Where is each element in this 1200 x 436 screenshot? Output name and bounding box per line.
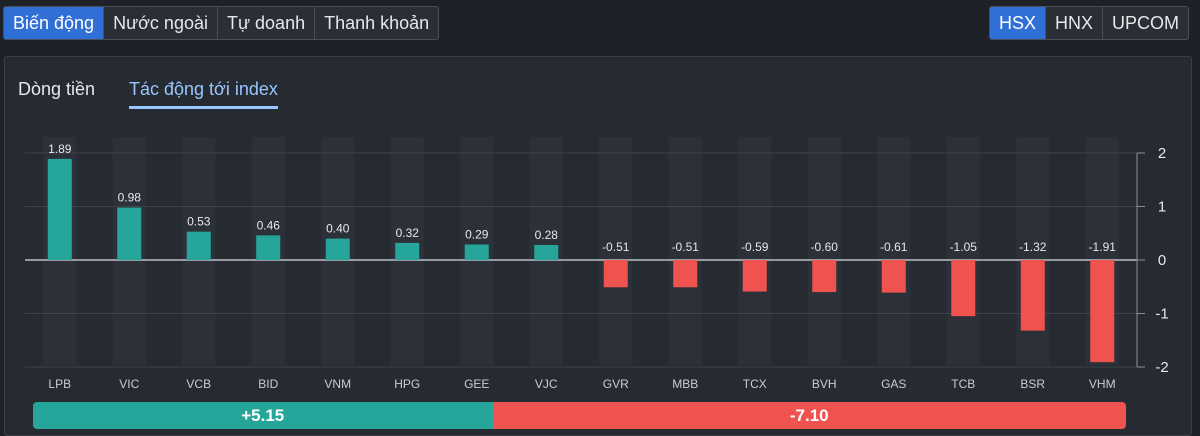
bar-value-label: -0.59 bbox=[741, 240, 769, 254]
bar-value-label: -0.60 bbox=[811, 240, 839, 254]
category-label: HPG bbox=[394, 377, 420, 391]
category-label: VCB bbox=[186, 377, 211, 391]
y-tick-label: 2 bbox=[1158, 145, 1166, 162]
bar-value-label: 0.40 bbox=[326, 222, 350, 236]
bar-tcx bbox=[742, 260, 767, 292]
category-label: BID bbox=[258, 377, 278, 391]
bar-value-label: 1.89 bbox=[48, 142, 72, 156]
bar-value-label: 0.46 bbox=[257, 218, 281, 232]
bar-vic bbox=[117, 207, 142, 260]
main-tab-bar: Biến động Nước ngoài Tự doanh Thanh khoả… bbox=[3, 6, 440, 40]
bar-gee bbox=[464, 244, 489, 260]
bar-value-label: 0.32 bbox=[396, 226, 420, 240]
negative-total-segment: -7.10 bbox=[492, 402, 1126, 429]
category-label: GEE bbox=[464, 377, 489, 391]
bar-value-label: -0.51 bbox=[672, 240, 700, 254]
y-tick-label: -1 bbox=[1155, 306, 1168, 323]
bar-bsr bbox=[1020, 260, 1045, 331]
category-label: TCX bbox=[743, 377, 767, 391]
subtab-dong-tien[interactable]: Dòng tiền bbox=[18, 79, 96, 99]
bar-mbb bbox=[673, 260, 698, 288]
tab-nuoc-ngoai[interactable]: Nước ngoài bbox=[104, 7, 218, 39]
tab-hnx[interactable]: HNX bbox=[1046, 7, 1103, 39]
bar-value-label: -0.61 bbox=[880, 240, 908, 254]
column-background bbox=[668, 137, 702, 365]
bar-value-label: 0.29 bbox=[465, 227, 489, 241]
category-label: BVH bbox=[812, 377, 837, 391]
category-label: VHM bbox=[1089, 377, 1116, 391]
y-tick-label: 0 bbox=[1158, 252, 1166, 269]
tab-hsx[interactable]: HSX bbox=[989, 7, 1046, 39]
bar-value-label: -1.05 bbox=[950, 240, 978, 254]
bar-vcb bbox=[186, 231, 211, 260]
bar-value-label: 0.28 bbox=[535, 228, 559, 242]
index-impact-chart: 2 1 0 -1 -2 1.89 LPB 0.98 VIC 0.53 VCB 0.46 BID 0.40 V… bbox=[25, 137, 1169, 391]
column-background bbox=[738, 137, 772, 365]
bar-vhm bbox=[1090, 260, 1115, 363]
bar-gvr bbox=[603, 260, 628, 288]
bar-bid bbox=[256, 235, 281, 260]
positive-total-label: +5.15 bbox=[241, 405, 285, 425]
column-background bbox=[599, 137, 633, 365]
bar-value-label: 0.98 bbox=[118, 191, 142, 205]
y-tick-label: -2 bbox=[1155, 359, 1168, 376]
category-label: MBB bbox=[672, 377, 698, 391]
tab-upcom[interactable]: UPCOM bbox=[1112, 13, 1179, 33]
negative-total-label: -7.10 bbox=[789, 405, 829, 425]
bar-bvh bbox=[812, 260, 837, 293]
bar-value-label: 0.53 bbox=[187, 215, 211, 229]
tab-bien-dong[interactable]: Biến động bbox=[4, 7, 105, 39]
category-label: BSR bbox=[1020, 377, 1045, 391]
category-label: TCB bbox=[951, 377, 975, 391]
bar-value-label: -1.32 bbox=[1019, 240, 1047, 254]
category-label: GVR bbox=[603, 377, 629, 391]
subtab-tac-dong-index[interactable]: Tác động tới index bbox=[129, 79, 278, 109]
column-background bbox=[946, 137, 980, 365]
bar-value-label: -0.51 bbox=[602, 240, 630, 254]
column-background bbox=[807, 137, 841, 365]
bar-vnm bbox=[325, 238, 350, 260]
category-label: VJC bbox=[535, 377, 558, 391]
summary-bar: +5.15 -7.10 bbox=[33, 402, 1126, 429]
bar-tcb bbox=[951, 260, 976, 317]
y-tick-label: 1 bbox=[1158, 199, 1166, 216]
positive-total-segment: +5.15 bbox=[33, 402, 493, 429]
tab-tu-doanh[interactable]: Tự doanh bbox=[218, 7, 316, 39]
column-background bbox=[877, 137, 911, 365]
bar-lpb bbox=[47, 158, 72, 260]
exchange-tab-bar: HSX HNX UPCOM bbox=[988, 6, 1189, 40]
category-label: LPB bbox=[48, 377, 71, 391]
bar-value-label: -1.91 bbox=[1089, 240, 1117, 254]
bar-gas bbox=[881, 260, 906, 293]
category-label: VIC bbox=[119, 377, 139, 391]
tab-thanh-khoan[interactable]: Thanh khoản bbox=[324, 13, 430, 33]
bar-hpg bbox=[395, 242, 420, 260]
chart-panel: Dòng tiền Tác động tới index 2 1 0 -1 -2 1.89… bbox=[4, 56, 1192, 436]
category-label: VNM bbox=[324, 377, 351, 391]
category-label: GAS bbox=[881, 377, 906, 391]
bar-vjc bbox=[534, 245, 559, 260]
